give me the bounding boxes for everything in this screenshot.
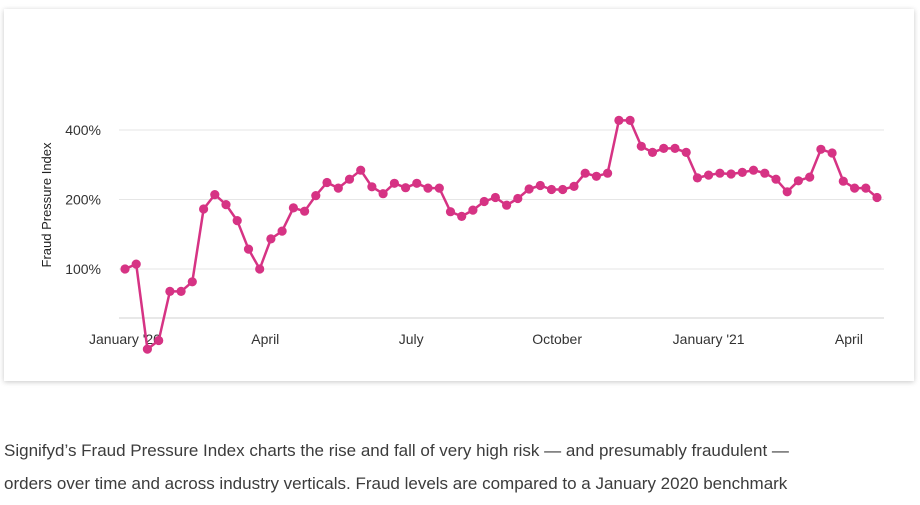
data-point[interactable] bbox=[199, 204, 209, 214]
data-point[interactable] bbox=[535, 180, 545, 191]
data-point[interactable] bbox=[782, 187, 792, 197]
data-point[interactable] bbox=[389, 178, 399, 188]
data-point[interactable] bbox=[243, 244, 254, 254]
data-point[interactable] bbox=[457, 211, 467, 221]
data-point[interactable] bbox=[120, 264, 130, 274]
data-point[interactable] bbox=[142, 344, 152, 354]
data-point[interactable] bbox=[636, 141, 646, 151]
data-point[interactable] bbox=[692, 173, 703, 183]
data-point[interactable] bbox=[513, 193, 523, 204]
data-point[interactable] bbox=[670, 143, 680, 153]
data-point[interactable] bbox=[647, 147, 658, 157]
data-point[interactable] bbox=[681, 147, 691, 157]
data-point[interactable] bbox=[131, 259, 141, 269]
x-tick-label: January '21 bbox=[673, 331, 745, 347]
data-point[interactable] bbox=[659, 143, 669, 153]
data-point[interactable] bbox=[726, 169, 736, 179]
data-point[interactable] bbox=[423, 183, 433, 193]
data-point[interactable] bbox=[546, 184, 557, 195]
x-tick-labels: January '20 April July October January '21 Ap… bbox=[89, 331, 863, 347]
data-point[interactable] bbox=[311, 191, 321, 201]
fraud-pressure-chart: 100% 200% 400% January '20 April July October… bbox=[39, 115, 884, 354]
data-point[interactable] bbox=[737, 167, 747, 177]
data-point[interactable] bbox=[300, 206, 310, 216]
x-tick-label: April bbox=[835, 331, 863, 347]
data-point[interactable] bbox=[221, 200, 231, 210]
data-point[interactable] bbox=[715, 168, 725, 178]
data-point[interactable] bbox=[558, 184, 568, 195]
data-point[interactable] bbox=[367, 182, 377, 192]
data-point[interactable] bbox=[378, 189, 388, 199]
gridlines bbox=[119, 129, 884, 270]
data-point[interactable] bbox=[771, 174, 781, 184]
x-tick-label: April bbox=[251, 331, 279, 347]
data-point[interactable] bbox=[401, 183, 411, 193]
data-point[interactable] bbox=[333, 183, 343, 193]
data-point[interactable] bbox=[625, 115, 635, 125]
data-point[interactable] bbox=[434, 183, 444, 193]
data-point[interactable] bbox=[861, 183, 871, 193]
caption-line-2: orders over time and across industry ver… bbox=[4, 474, 788, 493]
data-point[interactable] bbox=[524, 184, 534, 194]
data-points bbox=[120, 115, 882, 354]
data-point[interactable] bbox=[748, 165, 759, 175]
data-point[interactable] bbox=[288, 203, 298, 213]
data-point[interactable] bbox=[838, 176, 848, 186]
data-point[interactable] bbox=[322, 177, 332, 188]
data-point[interactable] bbox=[165, 286, 175, 296]
data-point[interactable] bbox=[614, 115, 624, 125]
x-tick-label: January '20 bbox=[89, 331, 161, 347]
data-point[interactable] bbox=[490, 192, 500, 203]
data-point[interactable] bbox=[816, 144, 826, 154]
data-point[interactable] bbox=[266, 234, 276, 244]
data-point[interactable] bbox=[232, 216, 242, 226]
data-point[interactable] bbox=[872, 192, 882, 203]
data-point[interactable] bbox=[412, 178, 422, 188]
data-point[interactable] bbox=[445, 207, 456, 217]
x-tick-label: July bbox=[399, 331, 424, 347]
caption-line-1: Signifyd’s Fraud Pressure Index charts t… bbox=[4, 441, 789, 460]
data-point[interactable] bbox=[591, 171, 602, 181]
y-axis-title: Fraud Pressure Index bbox=[39, 142, 54, 268]
data-point[interactable] bbox=[850, 183, 860, 193]
series-line bbox=[124, 119, 878, 351]
data-point[interactable] bbox=[760, 168, 770, 178]
y-tick-labels: 100% 200% 400% bbox=[65, 122, 101, 277]
x-tick-label: October bbox=[532, 331, 582, 347]
data-point[interactable] bbox=[277, 226, 287, 236]
y-tick-label: 100% bbox=[65, 261, 101, 277]
data-point[interactable] bbox=[805, 172, 815, 182]
chart-card: 100% 200% 400% January '20 April July October… bbox=[4, 9, 914, 381]
y-tick-label: 400% bbox=[65, 122, 101, 138]
data-point[interactable] bbox=[827, 148, 837, 158]
data-point[interactable] bbox=[603, 168, 613, 178]
data-point[interactable] bbox=[468, 205, 478, 215]
data-point[interactable] bbox=[704, 170, 714, 180]
data-point[interactable] bbox=[356, 165, 366, 175]
data-point[interactable] bbox=[569, 181, 579, 191]
data-point[interactable] bbox=[154, 335, 164, 346]
data-point[interactable] bbox=[344, 174, 355, 184]
caption: Signifyd’s Fraud Pressure Index charts t… bbox=[4, 434, 904, 500]
data-point[interactable] bbox=[793, 176, 804, 186]
data-point[interactable] bbox=[187, 277, 197, 287]
y-tick-label: 200% bbox=[65, 192, 101, 208]
data-point[interactable] bbox=[210, 190, 220, 200]
data-point[interactable] bbox=[176, 286, 186, 296]
data-point[interactable] bbox=[580, 168, 590, 178]
data-point[interactable] bbox=[479, 196, 489, 207]
data-point[interactable] bbox=[502, 200, 512, 210]
data-point[interactable] bbox=[255, 264, 265, 274]
